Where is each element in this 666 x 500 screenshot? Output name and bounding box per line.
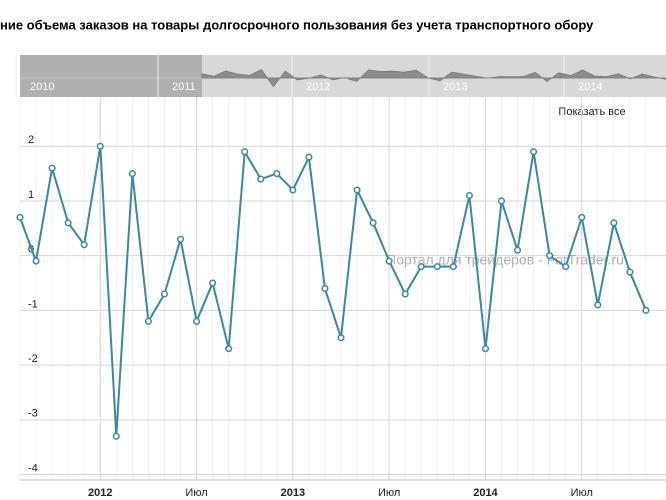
point <box>642 306 650 314</box>
point <box>369 219 377 227</box>
point <box>193 317 201 325</box>
point <box>530 148 538 156</box>
x-tick-label: 2012 <box>88 487 112 499</box>
point <box>626 268 634 276</box>
navigator-series <box>201 69 666 88</box>
show-all-button[interactable] <box>550 102 634 122</box>
navigator-label: 2010 <box>30 81 54 93</box>
point <box>176 235 185 243</box>
point <box>160 290 168 298</box>
point <box>225 345 233 353</box>
point <box>433 263 441 271</box>
point <box>514 246 522 254</box>
point <box>562 263 570 271</box>
point <box>112 432 120 440</box>
point <box>546 252 554 260</box>
point <box>64 219 72 227</box>
point <box>337 334 345 342</box>
point <box>321 284 329 293</box>
point <box>273 170 281 178</box>
navigator-mask <box>20 55 202 97</box>
point <box>96 142 104 150</box>
navigator-label: 2013 <box>443 81 467 93</box>
x-tick-label: 2013 <box>281 487 305 499</box>
point <box>289 186 297 194</box>
series-line <box>19 146 647 437</box>
point <box>401 290 409 298</box>
y-tick-label: -4 <box>28 462 38 474</box>
y-tick-label: 2 <box>28 134 34 146</box>
point <box>385 257 393 265</box>
point <box>417 263 425 271</box>
point <box>48 164 56 172</box>
x-tick-label: 2014 <box>473 487 498 499</box>
point <box>305 153 313 161</box>
point <box>144 317 152 325</box>
point <box>578 213 586 221</box>
point <box>32 257 40 265</box>
navigator-label: 2011 <box>172 81 196 93</box>
navigator-label: 2014 <box>578 81 602 93</box>
y-tick-label: -1 <box>28 298 38 310</box>
show-all-label[interactable]: Показать все <box>558 106 625 118</box>
point <box>128 170 136 178</box>
point <box>16 213 24 221</box>
point <box>610 219 618 227</box>
point <box>80 241 88 249</box>
point <box>449 263 457 271</box>
point <box>594 301 602 309</box>
y-tick-label: -3 <box>28 408 38 420</box>
y-tick-label: 1 <box>28 189 34 201</box>
navigator-label: 2012 <box>306 81 330 93</box>
y-tick-label: -2 <box>28 353 38 365</box>
x-tick-label: Июл <box>185 487 207 499</box>
point <box>257 175 265 183</box>
x-tick-label: Июл <box>571 487 593 499</box>
point <box>465 191 473 200</box>
point <box>481 345 490 353</box>
point <box>497 197 506 205</box>
x-tick-label: Июл <box>378 487 400 499</box>
point <box>209 279 217 287</box>
point <box>241 148 249 156</box>
chart-title: ние объема заказов на товары долгосрочно… <box>0 17 594 32</box>
point <box>353 186 361 194</box>
